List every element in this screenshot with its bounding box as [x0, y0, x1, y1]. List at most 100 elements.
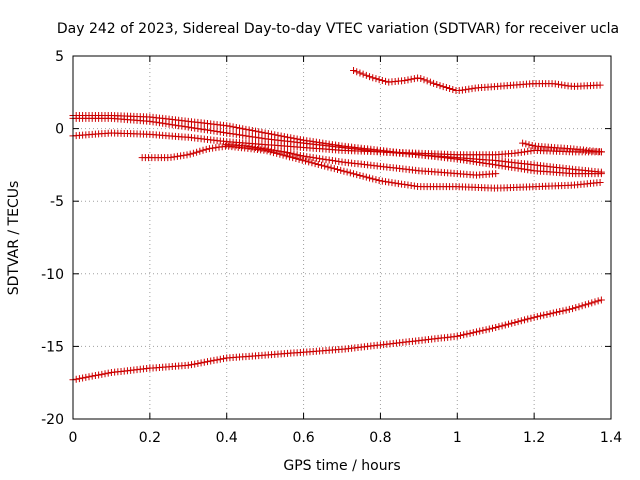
- data-point: [245, 126, 253, 134]
- data-point: [472, 328, 480, 336]
- data-point: [75, 375, 83, 383]
- data-point: [216, 355, 224, 363]
- data-point: [528, 142, 536, 150]
- data-point: [508, 319, 516, 327]
- data-point: [460, 331, 468, 339]
- data-point: [223, 122, 231, 130]
- data-point: [359, 70, 367, 78]
- data-point: [423, 77, 431, 85]
- data-point: [88, 372, 96, 380]
- x-tick-label: 0.2: [139, 430, 161, 446]
- data-point: [439, 83, 447, 91]
- data-point: [191, 360, 199, 368]
- data-point: [530, 313, 538, 321]
- data-point: [591, 298, 599, 306]
- data-point: [305, 158, 313, 166]
- data-point: [581, 301, 589, 309]
- data-point: [514, 318, 522, 326]
- data-point: [417, 75, 425, 83]
- data-point: [466, 329, 474, 337]
- series-track-8: [519, 139, 605, 156]
- data-point: [104, 369, 112, 377]
- data-point: [301, 157, 309, 165]
- y-axis-label: SDTVAR / TECUs: [6, 181, 22, 296]
- data-point: [527, 314, 535, 322]
- data-point: [565, 305, 573, 313]
- data-point: [295, 155, 303, 163]
- data-point: [239, 125, 247, 133]
- data-point: [436, 82, 444, 90]
- data-point: [469, 329, 477, 337]
- data-point: [569, 305, 577, 313]
- data-point: [290, 150, 298, 158]
- data-point: [597, 296, 605, 304]
- x-tick-label: 0.8: [369, 430, 391, 446]
- data-point: [356, 171, 364, 179]
- data-point: [407, 75, 415, 83]
- data-point: [72, 375, 80, 383]
- data-point: [232, 124, 240, 132]
- data-point: [282, 152, 290, 160]
- data-point: [196, 147, 204, 155]
- data-layer: [69, 67, 605, 384]
- x-tick-label: 1.2: [523, 430, 545, 446]
- data-point: [369, 74, 377, 82]
- data-point: [372, 176, 380, 184]
- data-point: [298, 156, 306, 164]
- data-point: [525, 141, 533, 149]
- data-point: [359, 172, 367, 180]
- chart-title: Day 242 of 2023, Sidereal Day-to-day VTE…: [57, 21, 619, 37]
- data-point: [362, 71, 370, 79]
- data-point: [311, 160, 319, 168]
- data-point: [95, 371, 103, 379]
- data-point: [197, 359, 205, 367]
- data-point: [220, 355, 228, 363]
- x-tick-label: 0.4: [216, 430, 238, 446]
- data-point: [495, 323, 503, 331]
- series-track-6: [223, 141, 500, 179]
- data-point: [308, 159, 316, 167]
- data-point: [362, 173, 370, 181]
- data-point: [229, 123, 237, 131]
- data-point: [343, 168, 351, 176]
- data-point: [350, 67, 358, 75]
- data-point: [258, 128, 266, 136]
- data-point: [296, 151, 304, 159]
- data-point: [476, 327, 484, 335]
- data-point: [575, 303, 583, 311]
- data-point: [410, 75, 418, 83]
- series-track-1: [69, 296, 605, 384]
- x-axis-label: GPS time / hours: [283, 458, 400, 474]
- data-point: [330, 165, 338, 173]
- y-tick-label: -15: [41, 339, 64, 355]
- data-point: [426, 78, 434, 86]
- data-point: [82, 373, 90, 381]
- data-point: [327, 164, 335, 172]
- data-point: [492, 170, 500, 178]
- data-point: [353, 171, 361, 179]
- x-tick-label: 1.4: [600, 430, 622, 446]
- data-point: [442, 84, 450, 92]
- data-point: [203, 358, 211, 366]
- data-point: [334, 166, 342, 174]
- x-tick-label: 1: [453, 430, 462, 446]
- data-point: [498, 322, 506, 330]
- data-point: [501, 321, 509, 329]
- data-point: [210, 356, 218, 364]
- data-point: [242, 125, 250, 133]
- data-point: [101, 370, 109, 378]
- data-point: [287, 149, 295, 157]
- data-point: [346, 169, 354, 177]
- data-point: [524, 315, 532, 323]
- series-track-7: [350, 67, 604, 95]
- data-point: [91, 372, 99, 380]
- data-point: [255, 128, 263, 136]
- data-point: [98, 370, 106, 378]
- x-tick-label: 0: [69, 430, 78, 446]
- data-point: [321, 162, 329, 170]
- data-point: [199, 146, 207, 154]
- data-point: [184, 361, 192, 369]
- x-tick-label: 0.6: [292, 430, 314, 446]
- data-point: [284, 149, 292, 157]
- tick-layer: 0 0.2 0.4 0.6 0.8 1 1.2 1.4 -20 -15 -10 -5 0 5: [41, 49, 622, 446]
